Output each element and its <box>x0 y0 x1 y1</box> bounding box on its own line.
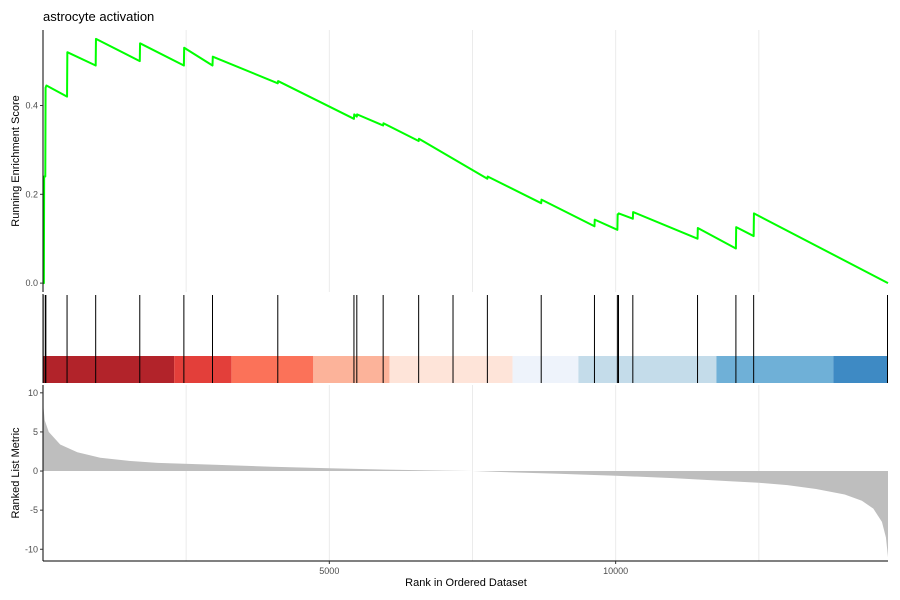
y-tick-label: -5 <box>30 505 38 515</box>
y-tick-label: 10 <box>28 388 38 398</box>
ranked-metric-area <box>43 388 888 558</box>
color-band <box>231 356 314 383</box>
ranked-metric-axis-title: Ranked List Metric <box>10 427 22 519</box>
color-band <box>389 356 513 383</box>
color-band <box>512 356 579 383</box>
color-band <box>43 356 175 383</box>
y-tick-label: 5 <box>33 427 38 437</box>
color-band <box>313 356 390 383</box>
color-band <box>174 356 232 383</box>
y-tick-label: -10 <box>25 544 38 554</box>
running-score-panel: 0.0 0.2 0.4 <box>25 30 889 292</box>
color-band <box>716 356 834 383</box>
x-axis-title: Rank in Ordered Dataset <box>405 577 527 589</box>
y-tick-label: 0.4 <box>25 100 38 110</box>
gene-hits-panel <box>42 294 888 383</box>
ranked-metric-panel: 10 5 0 -5 -10 5000 10000 <box>25 385 888 576</box>
color-band <box>833 356 888 383</box>
running-score-line <box>42 37 889 285</box>
x-tick-label: 10000 <box>603 566 628 576</box>
y-tick-label: 0.0 <box>25 278 38 288</box>
chart-title: astrocyte activation <box>43 9 154 24</box>
running-score-axis-title: Running Enrichment Score <box>10 95 22 226</box>
y-tick-label: 0 <box>33 466 38 476</box>
y-tick-label: 0.2 <box>25 189 38 199</box>
x-tick-label: 5000 <box>319 566 339 576</box>
color-band <box>578 356 717 383</box>
